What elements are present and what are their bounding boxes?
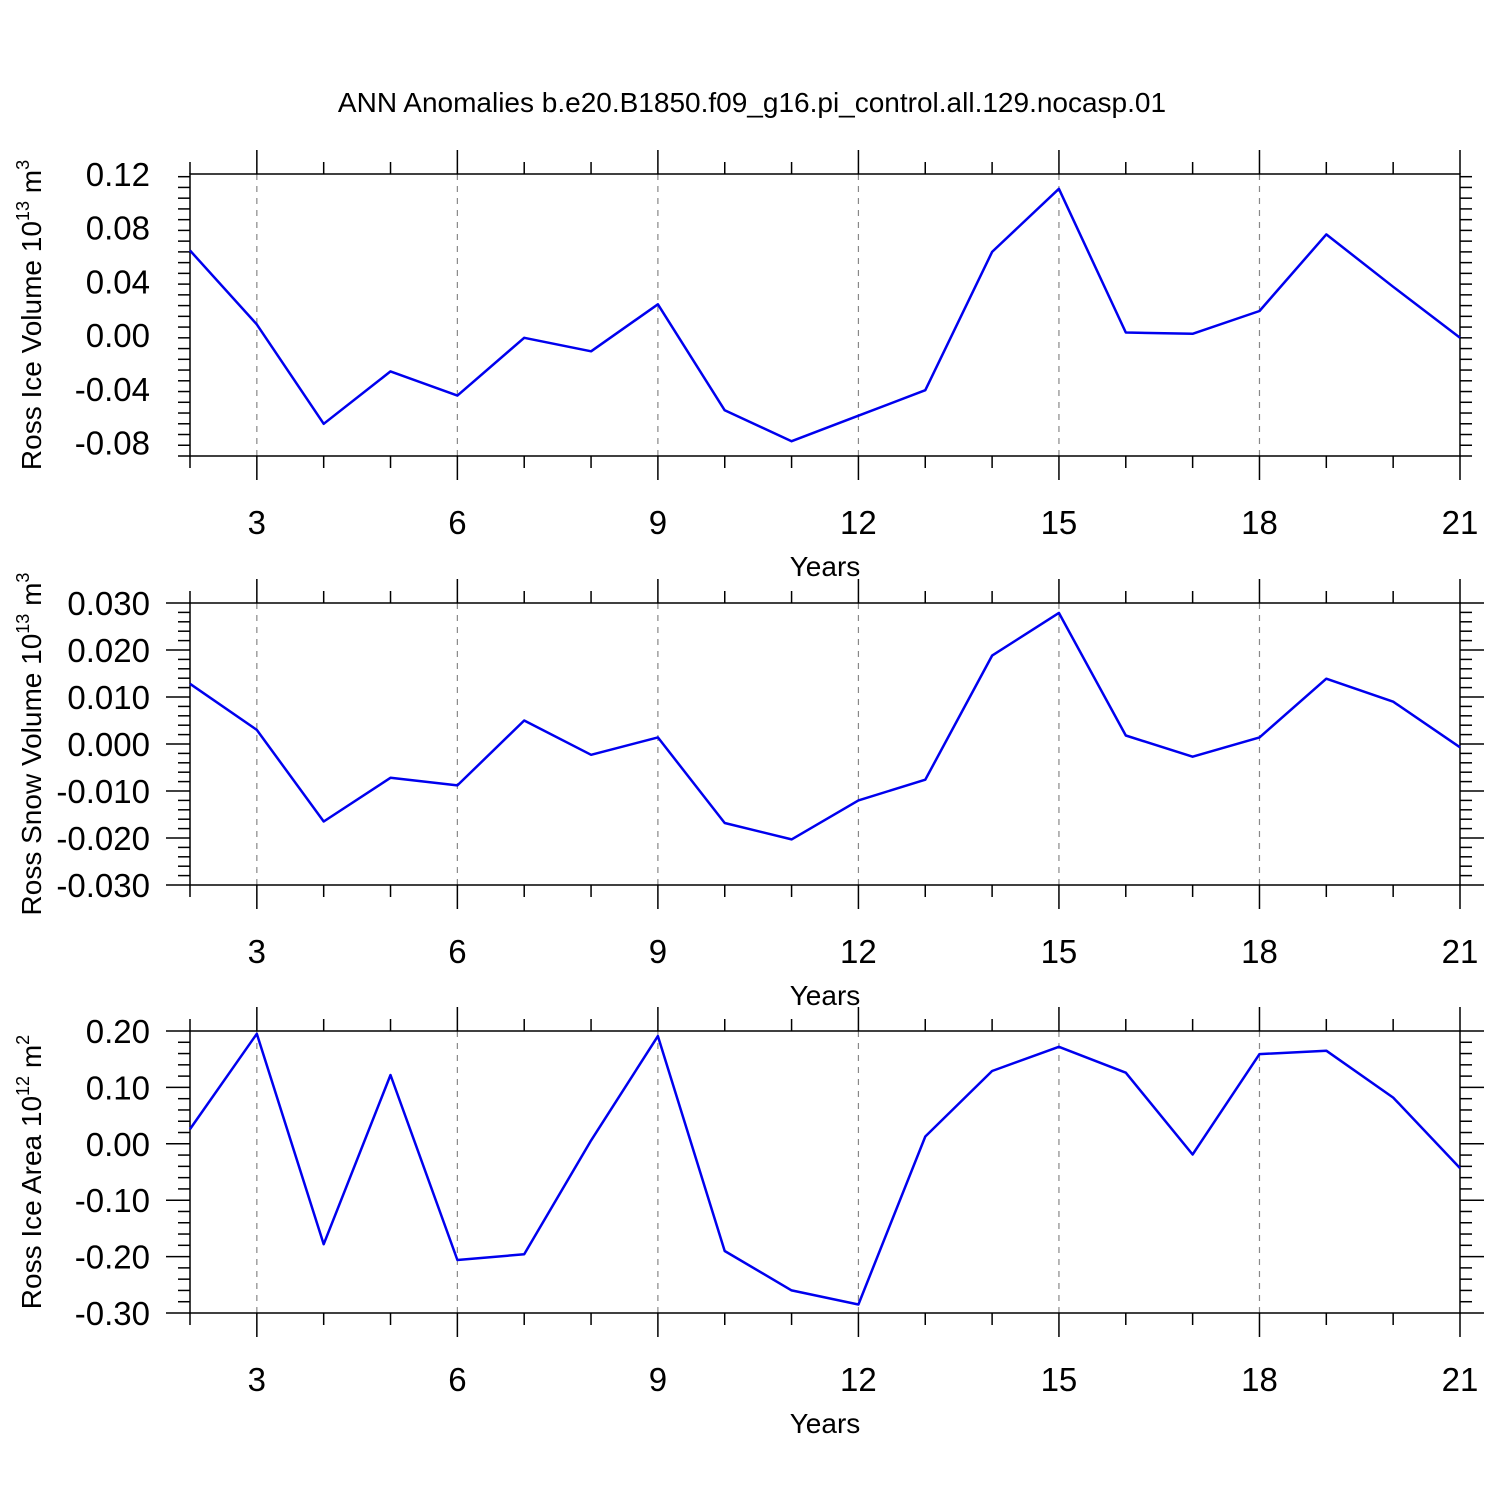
y-axis-title-unit-exponent: 2 [13, 1035, 33, 1045]
y-axis-title-unit-exponent: 3 [13, 573, 33, 583]
series-line [188, 1032, 1461, 1306]
x-tick-label: 12 [840, 504, 877, 541]
panel-3: -0.30 -0.20 -0.10 0.00 0.10 0.20 3 6 9 12 15 18 21 Ye… [13, 1007, 1484, 1439]
y-tick-label: -0.010 [56, 773, 150, 810]
y-tick-label: 0.20 [86, 1013, 150, 1050]
y-tick-label: 0.000 [67, 726, 150, 763]
x-tick-label: 9 [649, 933, 667, 970]
x-tick-label: 21 [1442, 504, 1479, 541]
x-tick-label: 18 [1241, 504, 1278, 541]
y-tick-label: 0.10 [86, 1069, 150, 1106]
series-line [189, 187, 1461, 443]
y-axis-title-exponent: 12 [13, 1076, 33, 1096]
x-tick-label: 15 [1041, 504, 1078, 541]
y-axis-title-text: Ross Ice Volume 10 [16, 221, 47, 470]
x-tick-label: 12 [840, 933, 877, 970]
x-tick-label: 3 [248, 504, 266, 541]
x-tick-label: 18 [1241, 1361, 1278, 1398]
x-axis-title: Years [790, 1408, 861, 1439]
y-axis-title-text: Ross Snow Volume 10 [16, 634, 47, 916]
y-axis-title-exponent: 13 [13, 614, 33, 634]
y-tick-label: -0.04 [75, 371, 150, 408]
x-tick-label: 18 [1241, 933, 1278, 970]
y-tick-label: -0.30 [75, 1295, 150, 1332]
x-tick-label: 3 [248, 1361, 266, 1398]
y-tick-label: 0.030 [67, 585, 150, 622]
x-tick-label: 3 [248, 933, 266, 970]
x-axis-title: Years [790, 551, 861, 582]
y-tick-label: 0.010 [67, 679, 150, 716]
x-tick-label: 9 [649, 1361, 667, 1398]
panel-1: -0.08 -0.04 0.00 0.04 0.08 0.12 3 6 9 12 15 18 21 Yea… [13, 150, 1478, 582]
plot-frame [189, 173, 1461, 457]
y-tick-label: 0.04 [86, 263, 150, 300]
x-tick-label: 15 [1041, 1361, 1078, 1398]
y-axis-title-unit: m [16, 1045, 47, 1076]
y-axis-title-unit-exponent: 3 [13, 160, 33, 170]
y-tick-label: -0.10 [75, 1182, 150, 1219]
y-tick-label: -0.030 [56, 867, 150, 904]
x-axis-title: Years [790, 980, 861, 1011]
x-tick-label: 6 [448, 1361, 466, 1398]
x-tick-label: 21 [1442, 1361, 1479, 1398]
plot-frame [189, 1030, 1461, 1314]
x-tick-label: 6 [448, 933, 466, 970]
x-tick-label: 12 [840, 1361, 877, 1398]
y-tick-label: 0.08 [86, 210, 150, 247]
x-tick-label: 21 [1442, 933, 1479, 970]
y-axis-title-text: Ross Ice Area 10 [16, 1096, 47, 1309]
x-tick-label: 9 [649, 504, 667, 541]
y-tick-label: -0.08 [75, 425, 150, 462]
y-axis-title-unit: m [16, 583, 47, 614]
x-tick-label: 6 [448, 504, 466, 541]
y-tick-label: 0.00 [86, 1126, 150, 1163]
panel-2: -0.030 -0.020 -0.010 0.000 0.010 0.020 0.030 3 6… [13, 573, 1484, 1011]
x-tick-label: 15 [1041, 933, 1078, 970]
series-line [189, 611, 1461, 841]
y-axis-title: Ross Snow Volume 1013 m3 [13, 573, 47, 916]
y-axis-title: Ross Ice Area 1012 m2 [13, 1035, 47, 1309]
chart-title: ANN Anomalies b.e20.B1850.f09_g16.pi_con… [338, 87, 1166, 118]
y-axis-title-unit: m [16, 170, 47, 201]
y-tick-label: 0.12 [86, 156, 150, 193]
plot-frame [189, 602, 1461, 886]
y-axis-title-exponent: 13 [13, 201, 33, 221]
y-tick-label: -0.20 [75, 1239, 150, 1276]
y-tick-label: 0.00 [86, 317, 150, 354]
y-tick-label: 0.020 [67, 632, 150, 669]
y-axis-title: Ross Ice Volume 1013 m3 [13, 160, 47, 470]
y-tick-label: -0.020 [56, 820, 150, 857]
